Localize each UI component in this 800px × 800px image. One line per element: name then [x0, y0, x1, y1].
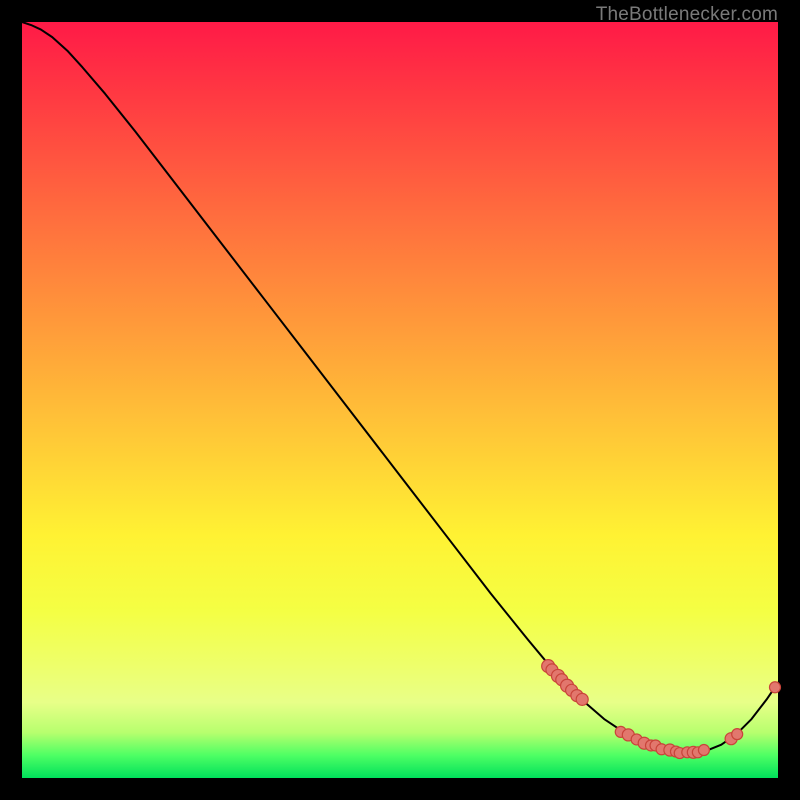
gradient-background	[22, 22, 778, 778]
data-marker	[698, 745, 709, 756]
data-marker	[576, 693, 588, 705]
bottleneck-chart	[0, 0, 800, 800]
chart-svg	[0, 0, 800, 800]
data-marker	[732, 729, 743, 740]
watermark-label: TheBottlenecker.com	[596, 4, 778, 26]
data-marker	[769, 682, 780, 693]
